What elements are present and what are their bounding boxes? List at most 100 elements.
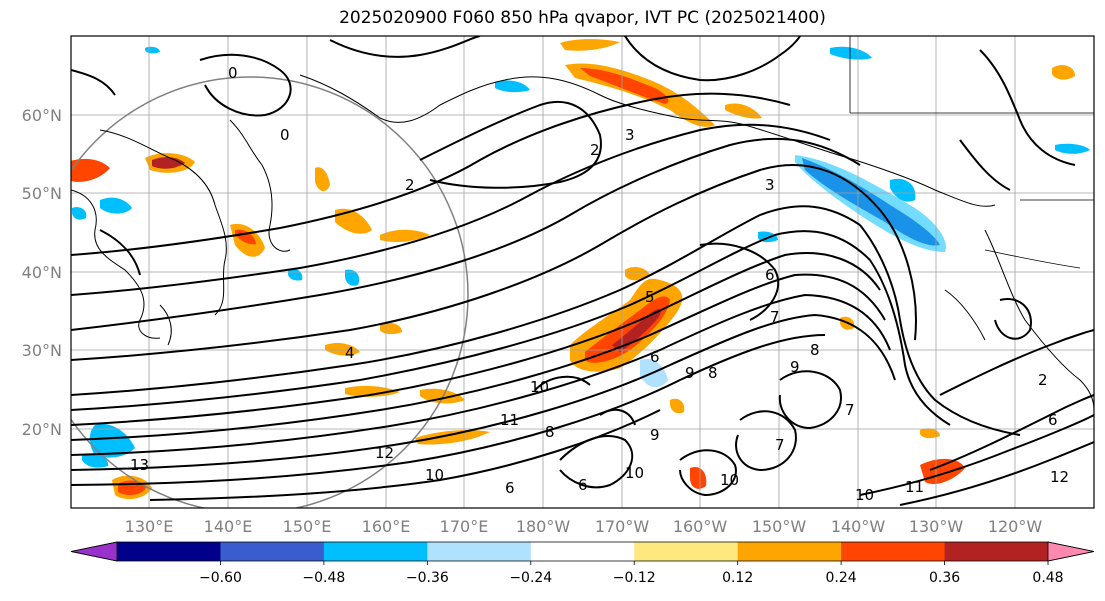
shading-negative xyxy=(345,269,360,286)
shading-negative xyxy=(890,178,916,202)
contour-label: 0 xyxy=(228,64,238,82)
contour-label: 6 xyxy=(765,266,775,284)
contour-label: 7 xyxy=(775,436,785,454)
ivt-contours xyxy=(71,36,1094,506)
colorbar-tick-label: 0.24 xyxy=(826,570,857,586)
lat-label: 40°N xyxy=(22,263,62,282)
contour-label: 12 xyxy=(375,444,394,462)
contour-label: 2 xyxy=(590,141,600,159)
shading-positive-peak xyxy=(612,309,661,352)
colorbar-tick-label: −0.12 xyxy=(613,570,656,586)
contour-label: 6 xyxy=(650,348,660,366)
latitude-labels: 60°N 50°N 40°N 30°N 20°N xyxy=(22,106,62,439)
map-plot-area: 0 0 2 3 2 3 6 7 5 4 6 9 8 10 11 12 13 8 … xyxy=(71,36,1094,508)
contour-label: 8 xyxy=(545,423,555,441)
colorbar-tick-label: −0.24 xyxy=(509,570,552,586)
lon-label: 120°W xyxy=(988,517,1043,536)
shading-positive xyxy=(670,398,685,414)
shading-negative xyxy=(830,46,872,60)
contour-label: 10 xyxy=(425,466,444,484)
contour-label: 11 xyxy=(500,411,519,429)
colorbar-tick-label: −0.48 xyxy=(302,570,345,586)
colorbar-segment xyxy=(220,542,325,561)
contour-label: 6 xyxy=(578,476,588,494)
colorbar-segment xyxy=(323,542,428,561)
shading-positive xyxy=(335,208,372,234)
longitude-labels: 130°E 140°E 150°E 160°E 170°E 180°W 170°… xyxy=(125,517,1043,536)
colorbar-segment xyxy=(944,542,1049,561)
contour-label: 9 xyxy=(685,364,695,382)
contour-label: 7 xyxy=(845,401,855,419)
contour-label: 7 xyxy=(770,308,780,326)
shading-positive xyxy=(690,466,707,489)
shading-positive xyxy=(325,342,360,356)
shading-positive-core xyxy=(235,229,256,245)
lon-label: 140°W xyxy=(831,517,886,536)
colorbar-extend-low xyxy=(70,541,118,562)
figure-title: 2025020900 F060 850 hPa qvapor, IVT PC (… xyxy=(339,8,826,28)
colorbar-tick-label: 0.36 xyxy=(929,570,960,586)
contour-label: 2 xyxy=(1038,371,1048,389)
colorbar-tick-label: −0.36 xyxy=(406,570,449,586)
contour-labels: 0 0 2 3 2 3 6 7 5 4 6 9 8 10 11 12 13 8 … xyxy=(130,64,1069,504)
contour-label: 3 xyxy=(625,126,635,144)
contour-label: 3 xyxy=(765,176,775,194)
colorbar-tick-label: 0.12 xyxy=(722,570,753,586)
shading-positive xyxy=(560,39,620,51)
colorbar-extend-high xyxy=(1047,541,1095,562)
contour-label: 11 xyxy=(905,478,924,496)
lon-label: 130°E xyxy=(125,517,174,536)
shading-positive xyxy=(625,267,650,281)
shading-negative xyxy=(100,197,132,214)
colorbar-outline xyxy=(70,541,1095,562)
borders xyxy=(849,36,1094,269)
lat-label: 20°N xyxy=(22,420,62,439)
contour-label: 8 xyxy=(708,364,718,382)
colorbar-tick-label: −0.60 xyxy=(199,570,242,586)
colorbar-segment xyxy=(841,542,946,561)
lon-label: 150°W xyxy=(752,517,807,536)
colorbar-segment xyxy=(737,542,842,561)
shading-positive xyxy=(380,229,430,243)
contour-label: 10 xyxy=(530,378,549,396)
lat-label: 30°N xyxy=(22,341,62,360)
shading-positive xyxy=(415,430,490,445)
shading-positive-core xyxy=(580,68,669,104)
shading-negative xyxy=(72,207,87,220)
contour-label: 6 xyxy=(505,479,515,497)
contour-label: 12 xyxy=(1050,468,1069,486)
shading-positive-core xyxy=(152,157,185,169)
shading-positive xyxy=(315,167,330,192)
contour-label: 4 xyxy=(345,344,355,362)
contour-label: 0 xyxy=(280,126,290,144)
reference-circle xyxy=(71,76,469,508)
colorbar-tick-label: 0.48 xyxy=(1032,570,1063,586)
shading-negative xyxy=(495,80,530,93)
lon-label: 140°E xyxy=(204,517,253,536)
contour-label: 2 xyxy=(405,176,415,194)
contour-label: 9 xyxy=(650,426,660,444)
lon-label: 130°W xyxy=(909,517,964,536)
contour-label: 10 xyxy=(720,471,739,489)
shading-positive-core xyxy=(585,296,670,363)
shading-negative xyxy=(89,423,135,458)
shading-negative xyxy=(1055,143,1090,154)
lon-label: 160°W xyxy=(673,517,728,536)
shading-positive xyxy=(71,158,110,182)
colorbar: −0.60 −0.48 −0.36 −0.24 −0.12 0.12 0.24 0.36 0.4… xyxy=(70,541,1095,586)
contour-label: 10 xyxy=(625,464,644,482)
contour-label: 10 xyxy=(855,486,874,504)
lat-label: 60°N xyxy=(22,106,62,125)
shading-positive xyxy=(380,322,402,335)
contour-label: 5 xyxy=(645,288,655,306)
qvapor-shading xyxy=(71,39,1090,500)
contour-label: 9 xyxy=(790,358,800,376)
colorbar-segment xyxy=(117,542,221,561)
contour-label: 6 xyxy=(1048,411,1058,429)
colorbar-segment xyxy=(634,542,739,561)
lon-label: 170°E xyxy=(440,517,489,536)
lon-label: 180°W xyxy=(516,517,571,536)
lon-label: 150°E xyxy=(283,517,332,536)
map-frame xyxy=(70,35,1095,509)
